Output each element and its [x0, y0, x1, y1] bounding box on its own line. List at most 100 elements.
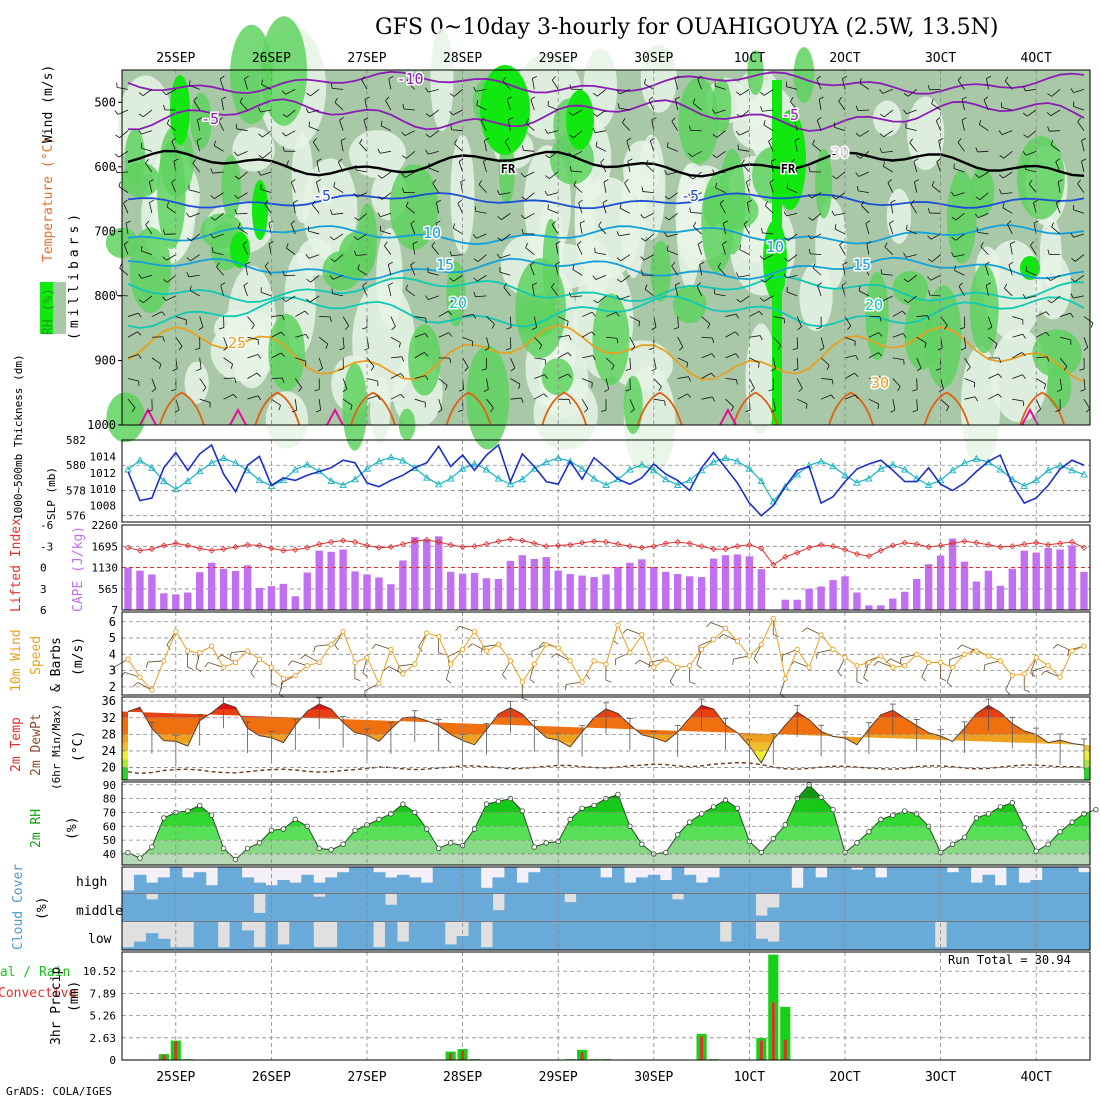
wind-barb-flag — [162, 336, 165, 342]
wind-barb-flag — [424, 352, 429, 357]
wind-barb-flag — [951, 236, 956, 241]
wind-barb-flag — [966, 366, 971, 372]
wind-barb-flag — [530, 261, 535, 266]
cloud-cell — [289, 882, 302, 893]
wind-barb-flag — [280, 352, 285, 358]
precip-conv-label: Convective — [0, 986, 76, 1001]
cloud-cell — [695, 894, 709, 921]
wind-barb — [357, 233, 368, 241]
wind-barb-flag — [791, 158, 795, 163]
wind-barb-flag — [305, 254, 310, 259]
rh-2m-point — [698, 811, 705, 817]
wind-barb-flag — [592, 275, 597, 280]
wind-label-a: 10m Wind — [9, 629, 24, 692]
wind-barb — [645, 233, 655, 242]
wind-speed-point — [1045, 663, 1051, 669]
wind-barb — [292, 202, 296, 214]
wind-10m-barb — [696, 649, 702, 665]
cape-bar — [446, 571, 455, 610]
wind-barb-flag — [202, 387, 207, 392]
rh-2m-point — [878, 816, 884, 823]
slp-point — [279, 476, 288, 484]
cloud-cell — [611, 922, 625, 950]
wind-barb — [117, 109, 129, 115]
rh-moist-area — [747, 50, 764, 96]
wind-barb — [308, 254, 320, 259]
cloud-cell — [277, 894, 290, 921]
cloud-cell — [839, 867, 852, 893]
wind-barb-flag — [308, 121, 310, 127]
wind-10m-barb-flag — [197, 653, 199, 660]
lifted-index-point — [1045, 541, 1052, 548]
wind-barb — [600, 162, 607, 173]
cape-bar — [650, 566, 658, 610]
wind-barb — [223, 337, 228, 348]
cloud-cell — [349, 867, 362, 893]
wind-barb-flag — [448, 332, 453, 337]
wind-barb — [964, 357, 971, 368]
wind-barb — [763, 254, 774, 260]
wind-barb — [167, 274, 177, 283]
wind-10m-barb — [388, 666, 404, 675]
rh-moist-area — [515, 300, 559, 338]
cape-bar — [1056, 549, 1064, 610]
wind-barb — [534, 357, 546, 360]
cloud-cell — [1018, 882, 1031, 893]
wind-barb — [342, 378, 348, 389]
wind-barb — [964, 378, 975, 383]
wind-barb — [151, 311, 162, 317]
wind-barb-flag — [884, 242, 888, 248]
rh-moist-area — [924, 285, 962, 389]
precip-tick-label: 10.52 — [83, 965, 116, 978]
wind-barb-flag — [759, 255, 764, 260]
wind-10m-barb-flag — [802, 627, 807, 633]
wind-barb — [1012, 333, 1023, 338]
cloud-cell — [1018, 922, 1031, 950]
wind-barb-flag — [210, 217, 216, 221]
wind-barb — [166, 206, 177, 214]
cloud-cell — [839, 922, 852, 950]
lifted-index-point — [363, 542, 371, 549]
wind-barb-flag — [1030, 241, 1035, 246]
cloud-cell — [384, 922, 398, 950]
cape-bar — [279, 583, 288, 610]
wind-barb — [642, 191, 654, 194]
wind-10m-barb — [137, 682, 153, 691]
wind-10m-barb-flag — [204, 662, 209, 668]
wind-barb-flag — [903, 359, 905, 365]
wind-barb-flag — [838, 96, 842, 102]
wind-barb — [145, 162, 153, 173]
wind-barb — [285, 89, 296, 95]
wind-barb — [1059, 378, 1063, 390]
wind-barb — [1036, 311, 1047, 317]
cloud-cell — [1066, 922, 1079, 950]
date-label-top: 3OCT — [925, 51, 956, 66]
upper-rh-label: RH (%) — [41, 288, 56, 335]
wind-barb — [1001, 107, 1013, 111]
wind-barb-flag — [604, 388, 609, 393]
wind-barb-flag — [162, 296, 167, 301]
slp-point — [661, 475, 670, 483]
cape-bar — [339, 549, 347, 610]
wind-barb-flag — [641, 270, 644, 276]
wind-barb-flag — [425, 375, 429, 381]
wind-barb-flag — [627, 158, 633, 162]
wind-barb-flag — [304, 310, 309, 315]
wind-barb-flag — [234, 209, 237, 215]
wind-10m-barb — [364, 683, 380, 692]
wind-barb — [427, 150, 439, 155]
lifted-index-point — [423, 536, 430, 543]
wind-barb-flag — [737, 144, 739, 150]
wind-barb-flag — [817, 282, 822, 286]
wind-barb-flag — [551, 76, 556, 81]
wind-barb — [577, 244, 583, 255]
contour-label: -5 — [681, 187, 699, 205]
wind-barb — [701, 372, 712, 379]
lifted-index-point — [447, 541, 454, 548]
wind-barb — [199, 316, 204, 328]
wind-barb-flag — [245, 261, 251, 265]
wind-barb-flag — [1047, 126, 1050, 132]
wind-barb — [213, 233, 224, 239]
wind-barb-flag — [688, 125, 691, 131]
wind-10m-barb-flag — [120, 672, 125, 678]
